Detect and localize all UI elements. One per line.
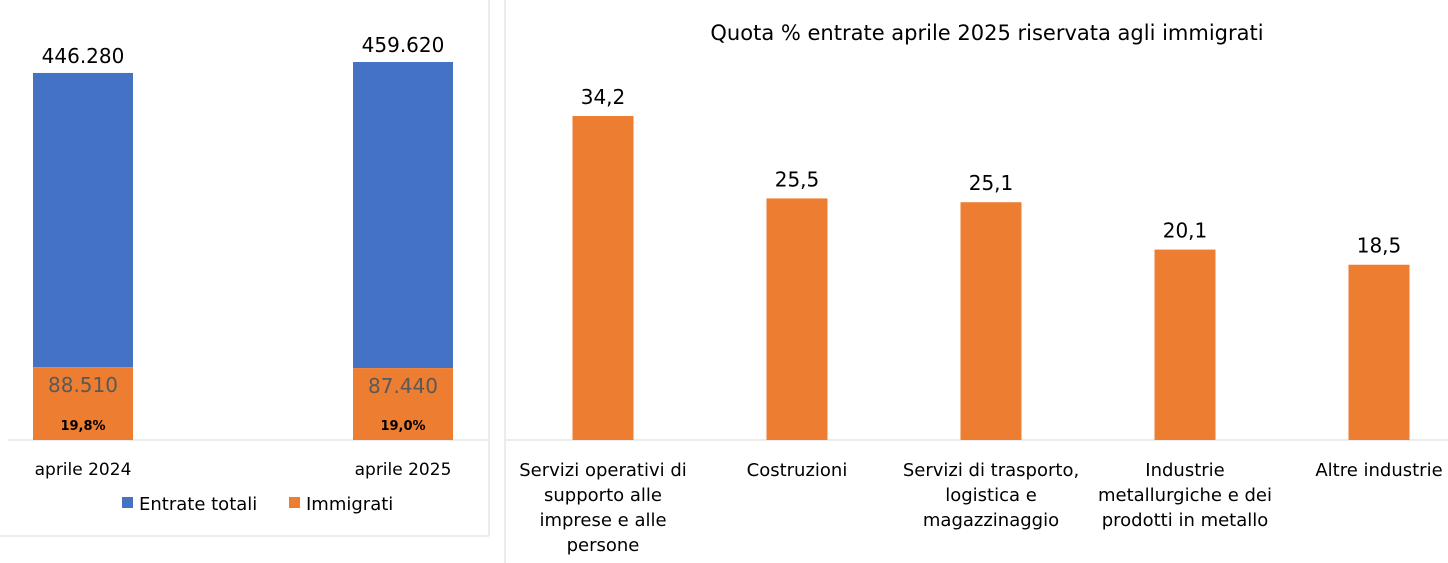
immigrati-value-label: 87.440 (368, 374, 438, 398)
total-value-label: 446.280 (42, 44, 125, 68)
bar-immigrati (33, 367, 133, 440)
x-tick-label-line: supporto alle (544, 485, 662, 506)
chart-title: Quota % entrate aprile 2025 riservata ag… (710, 21, 1263, 45)
x-tick-label-line: magazzinaggio (923, 510, 1059, 531)
share-percent-label: 19,8% (60, 419, 105, 434)
x-tick-label-line: Altre industrie (1315, 460, 1442, 481)
x-tick-label-line: metallurgiche e dei (1098, 485, 1272, 506)
x-tick-label: Altre industrie (1315, 460, 1442, 481)
x-tick-label: Costruzioni (747, 460, 848, 481)
value-label: 25,1 (969, 171, 1014, 195)
x-tick-label-line: imprese e alle (539, 510, 666, 531)
x-tick-label-line: logistica e (945, 485, 1037, 506)
legend-label: Entrate totali (139, 494, 257, 515)
x-tick-label-line: Industrie (1145, 460, 1224, 481)
bar-quota (1348, 264, 1410, 440)
bar-quota (766, 198, 828, 440)
x-tick-label-line: prodotti in metallo (1102, 510, 1269, 531)
x-tick-label-line: Servizi di trasporto, (903, 460, 1079, 481)
x-tick-label-line: Costruzioni (747, 460, 848, 481)
bar-entrate-totali (33, 72, 133, 368)
right-bar-chart: Quota % entrate aprile 2025 riservata ag… (506, 21, 1448, 556)
legend-swatch (289, 497, 300, 508)
bar-quota (960, 202, 1022, 440)
value-label: 25,5 (775, 167, 820, 191)
bar-entrate-totali (353, 61, 453, 369)
x-tick-label: Servizi di trasporto, logistica e magazzin… (903, 460, 1079, 531)
left-stacked-bar-chart: 446.280 88.510 19,8% aprile 2024 459.620 87.4… (8, 33, 489, 515)
legend: Entrate totali Immigrati (122, 494, 393, 515)
bar-quota (572, 116, 634, 440)
bar-quota (1154, 249, 1216, 440)
legend-label: Immigrati (306, 494, 393, 515)
value-label: 34,2 (581, 85, 626, 109)
x-tick-label: Servizi operativi di supporto alle imprese… (519, 460, 687, 556)
value-label: 18,5 (1357, 234, 1402, 258)
bar-immigrati (353, 368, 453, 440)
x-tick-label: Industrie metallurgiche e dei prodotti in … (1098, 460, 1272, 531)
x-tick-label-line: persone (567, 535, 640, 556)
legend-swatch (122, 497, 133, 508)
total-value-label: 459.620 (362, 33, 445, 57)
x-tick-label: aprile 2025 (355, 460, 452, 480)
value-label: 20,1 (1163, 219, 1208, 243)
x-tick-label: aprile 2024 (35, 460, 132, 480)
x-tick-label-line: Servizi operativi di (519, 460, 687, 481)
share-percent-label: 19,0% (380, 419, 425, 434)
immigrati-value-label: 88.510 (48, 373, 118, 397)
